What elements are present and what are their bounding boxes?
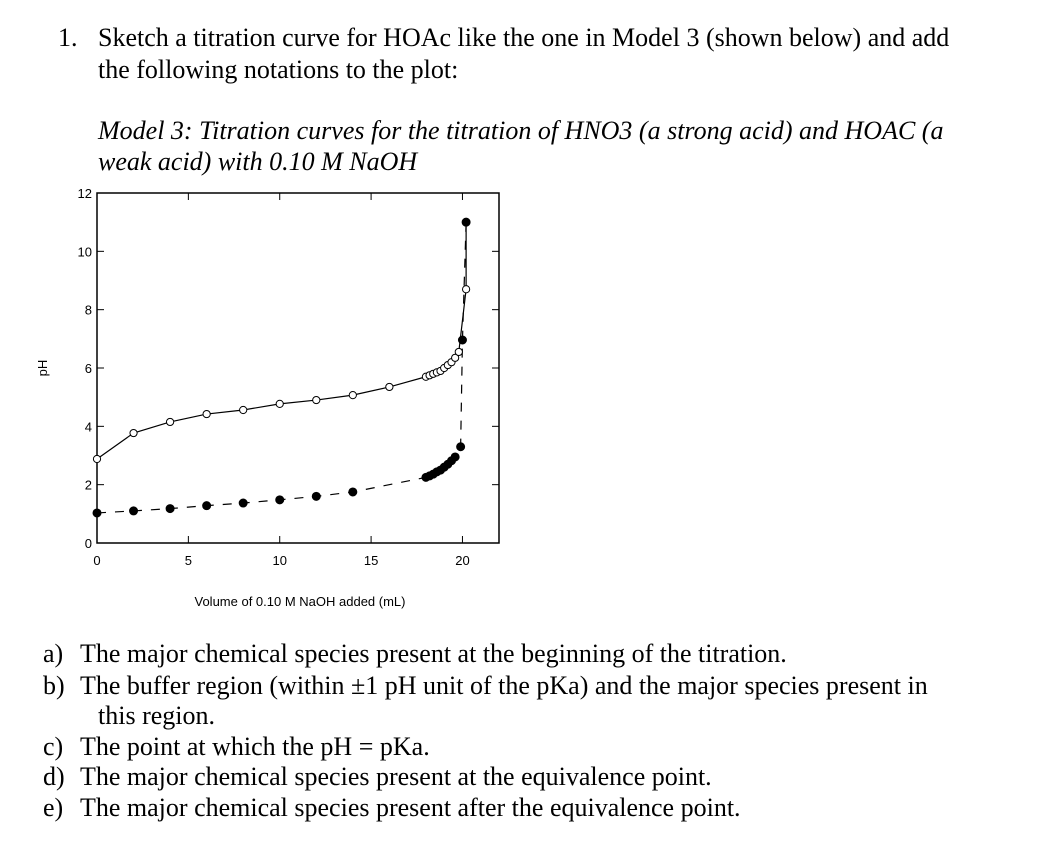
item-label: c) [43, 732, 63, 761]
x-tick-label: 20 [455, 553, 469, 568]
data-point [385, 382, 394, 392]
item-label: e) [43, 793, 63, 822]
data-point [461, 217, 471, 227]
series-line [96, 222, 467, 460]
data-point [450, 452, 460, 462]
data-point [202, 409, 211, 419]
y-axis-label: pH [35, 360, 50, 377]
data-point [275, 399, 284, 408]
item-text: The major chemical species present at th… [80, 762, 712, 791]
data-point [456, 442, 466, 452]
item-text: The buffer region (within ±1 pH unit of … [80, 671, 928, 700]
y-tick-label: 10 [78, 244, 92, 259]
y-tick-label: 8 [85, 303, 92, 318]
y-tick-label: 6 [85, 361, 92, 376]
question-text: Sketch a titration curve for HOAc like t… [98, 23, 949, 52]
data-point [238, 498, 248, 508]
x-axis-label: Volume of 0.10 M NaOH added (mL) [195, 594, 406, 609]
data-point [92, 454, 102, 464]
data-point [275, 495, 285, 505]
data-point [457, 335, 467, 345]
data-point [165, 417, 175, 427]
caption: weak acid) with 0.10 M NaOH [98, 147, 418, 176]
data-point [454, 347, 463, 357]
item-text: The major chemical species present after… [80, 793, 741, 822]
data-point [348, 391, 357, 400]
item-text: this region. [98, 701, 215, 730]
question-text: the following notations to the plot: [98, 55, 458, 84]
series-line [96, 222, 467, 514]
data-point [92, 508, 102, 518]
data-point [348, 487, 358, 497]
y-tick-label: 2 [85, 478, 92, 493]
y-tick-label: 4 [85, 419, 92, 434]
x-tick-label: 0 [93, 553, 100, 568]
y-tick-label: 12 [78, 186, 92, 201]
x-tick-label: 5 [185, 553, 192, 568]
y-tick-label: 0 [85, 536, 92, 551]
x-tick-label: 10 [272, 553, 286, 568]
data-point [311, 491, 321, 501]
x-tick-label: 15 [364, 553, 378, 568]
data-point [165, 504, 175, 514]
caption: Model 3: Titration curves for the titrat… [97, 116, 943, 145]
data-point [451, 353, 460, 362]
data-point [312, 395, 321, 405]
data-point [462, 285, 471, 294]
question-number: 1. [58, 23, 78, 52]
data-point [129, 428, 138, 438]
data-point [129, 506, 139, 516]
item-label: b) [43, 671, 65, 700]
data-point [202, 501, 212, 511]
item-label: d) [43, 762, 65, 791]
data-point [239, 405, 248, 415]
item-text: The point at which the pH = pKa. [80, 732, 430, 761]
item-label: a) [43, 639, 63, 668]
item-text: The major chemical species present at th… [80, 639, 787, 668]
